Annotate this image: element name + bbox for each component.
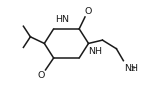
Text: NH: NH [124, 64, 139, 73]
Text: NH: NH [88, 47, 102, 56]
Text: O: O [38, 71, 45, 80]
Text: 2: 2 [131, 66, 136, 72]
Text: O: O [84, 7, 92, 16]
Text: HN: HN [55, 15, 69, 24]
